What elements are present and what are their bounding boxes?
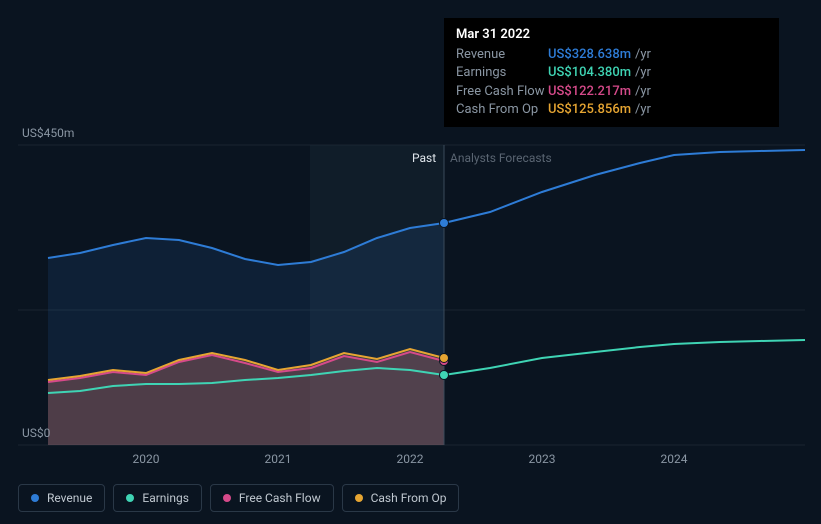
tooltip-metric-value: US$125.856m <box>548 101 631 119</box>
legend-label: Revenue <box>47 491 92 505</box>
x-axis-label-2020: 2020 <box>133 452 160 466</box>
chart-legend: Revenue Earnings Free Cash Flow Cash From O… <box>18 484 459 512</box>
legend-dot-icon <box>223 494 231 502</box>
legend-label: Earnings <box>142 491 189 505</box>
tooltip-metric-value: US$104.380m <box>548 64 631 82</box>
x-axis-label-2024: 2024 <box>661 452 688 466</box>
tooltip-metric-label: Cash From Op <box>456 101 548 119</box>
y-axis-label-min: US$0 <box>22 426 50 440</box>
legend-toggle-cfo[interactable]: Cash From Op <box>342 484 460 512</box>
legend-label: Free Cash Flow <box>239 491 321 505</box>
tooltip-date: Mar 31 2022 <box>456 26 767 44</box>
legend-toggle-revenue[interactable]: Revenue <box>18 484 105 512</box>
tooltip-metric-value: US$122.217m <box>548 83 631 101</box>
tooltip-row-earnings: EarningsUS$104.380m/yr <box>456 64 767 82</box>
tooltip-metric-label: Earnings <box>456 64 548 82</box>
x-axis-label-2023: 2023 <box>529 452 556 466</box>
tooltip-metric-value: US$328.638m <box>548 46 631 64</box>
tooltip-metric-unit: /yr <box>635 64 651 82</box>
tooltip-metric-unit: /yr <box>635 46 651 64</box>
legend-dot-icon <box>126 494 134 502</box>
tooltip-metric-unit: /yr <box>635 83 651 101</box>
chart-tooltip: Mar 31 2022 RevenueUS$328.638m/yrEarning… <box>444 18 779 127</box>
tooltip-row-revenue: RevenueUS$328.638m/yr <box>456 46 767 64</box>
legend-dot-icon <box>31 494 39 502</box>
legend-dot-icon <box>355 494 363 502</box>
tooltip-metric-label: Revenue <box>456 46 548 64</box>
past-section-label: Past <box>412 151 436 165</box>
forecast-section-label: Analysts Forecasts <box>450 151 552 165</box>
x-axis-label-2021: 2021 <box>265 452 292 466</box>
x-axis-label-2022: 2022 <box>397 452 424 466</box>
legend-label: Cash From Op <box>371 491 447 505</box>
tooltip-metric-label: Free Cash Flow <box>456 83 548 101</box>
tooltip-row-free-cash-flow: Free Cash FlowUS$122.217m/yr <box>456 83 767 101</box>
tooltip-metric-unit: /yr <box>635 101 651 119</box>
tooltip-row-cash-from-op: Cash From OpUS$125.856m/yr <box>456 101 767 119</box>
y-axis-label-max: US$450m <box>22 126 74 140</box>
legend-toggle-earnings[interactable]: Earnings <box>113 484 202 512</box>
legend-toggle-fcf[interactable]: Free Cash Flow <box>210 484 334 512</box>
